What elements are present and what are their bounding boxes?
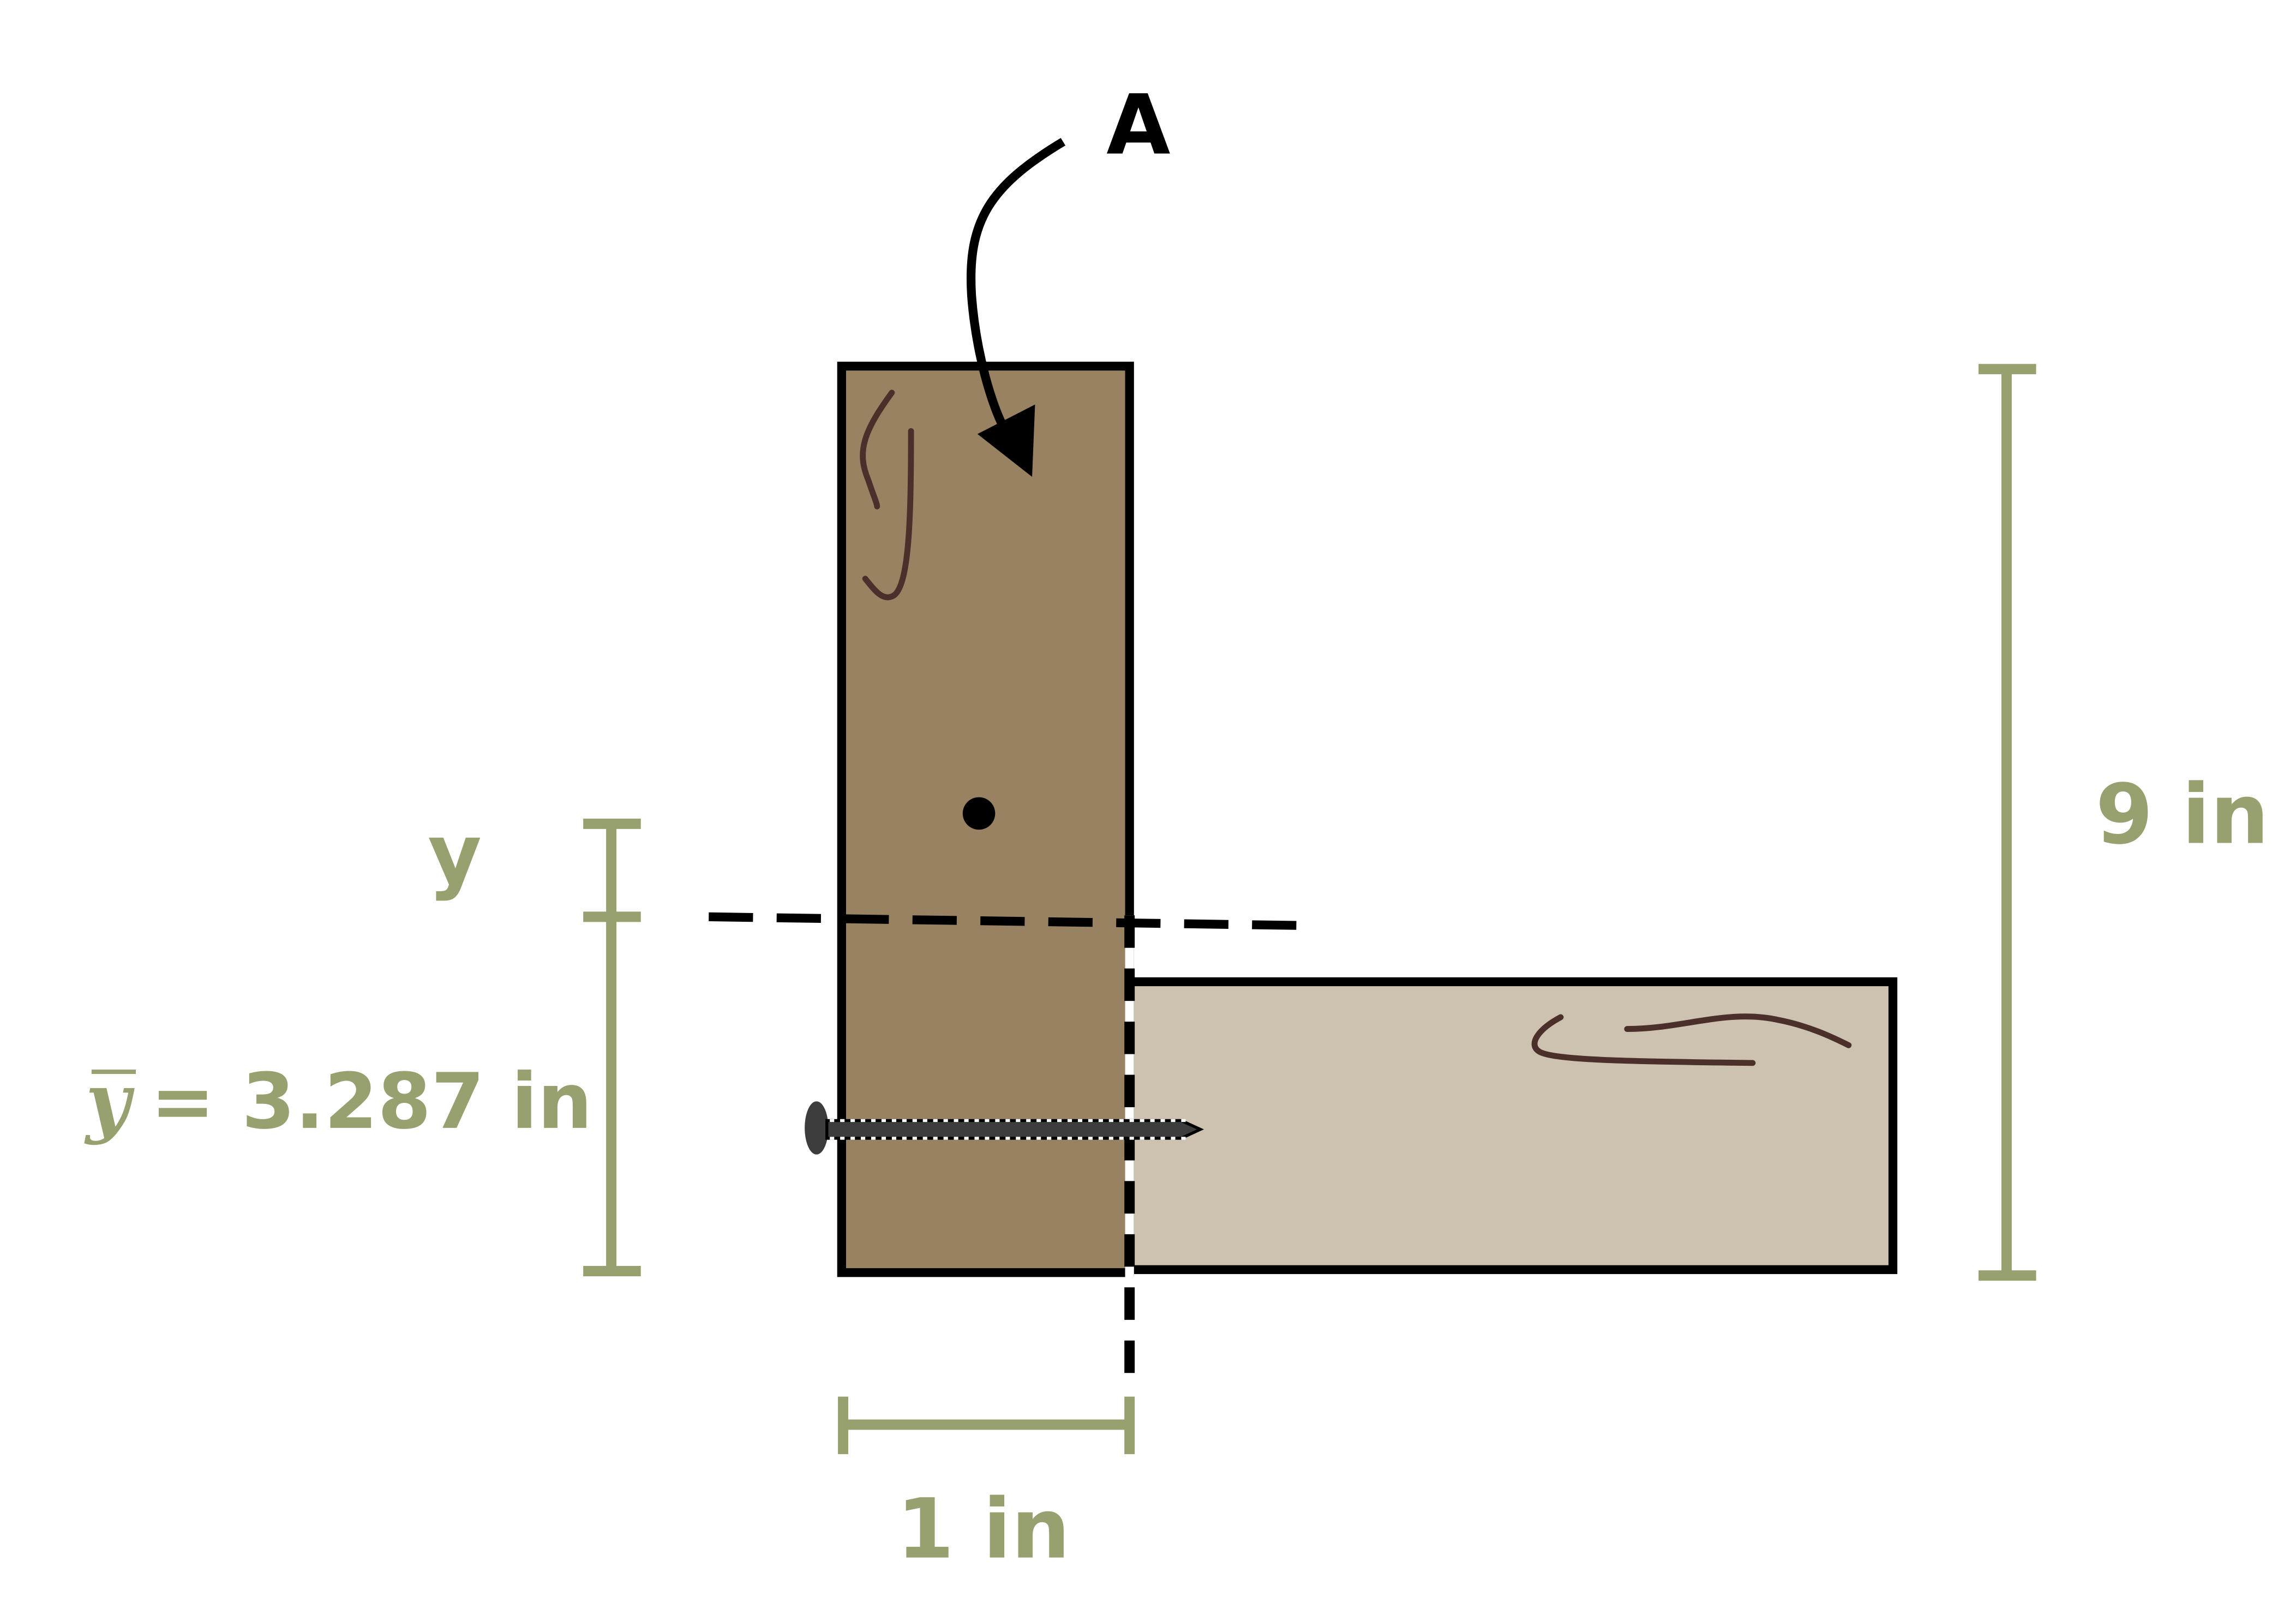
nail	[805, 1101, 1204, 1155]
height-label: 9 in	[2096, 766, 2269, 863]
axis-label-y: y	[428, 806, 482, 903]
ybar-symbol: y	[84, 1056, 135, 1146]
height-dimension	[1979, 364, 2036, 1281]
wood-grain-mark	[860, 389, 895, 509]
wood-grain-mark	[1531, 1014, 1756, 1066]
centroid-dot	[962, 797, 996, 830]
horizontal-board	[1125, 977, 1898, 1274]
nail-head	[805, 1101, 829, 1155]
wood-grain-mark	[862, 428, 914, 601]
arrow-head-icon	[977, 404, 1035, 477]
pointer-arrow-curve	[966, 137, 1066, 430]
ybar-value: = 3.287 in	[151, 1057, 592, 1146]
ybar-dimension	[583, 818, 641, 1276]
neutral-axis-line	[709, 912, 1315, 930]
nail-shank	[825, 1119, 1204, 1140]
width-dimension	[838, 1396, 1135, 1455]
wood-grain-mark	[1624, 1013, 1852, 1048]
width-label: 1 in	[897, 1481, 1070, 1577]
ybar-label: y = 3.287 in	[84, 1056, 592, 1146]
point-label-a: A	[1106, 77, 1170, 173]
